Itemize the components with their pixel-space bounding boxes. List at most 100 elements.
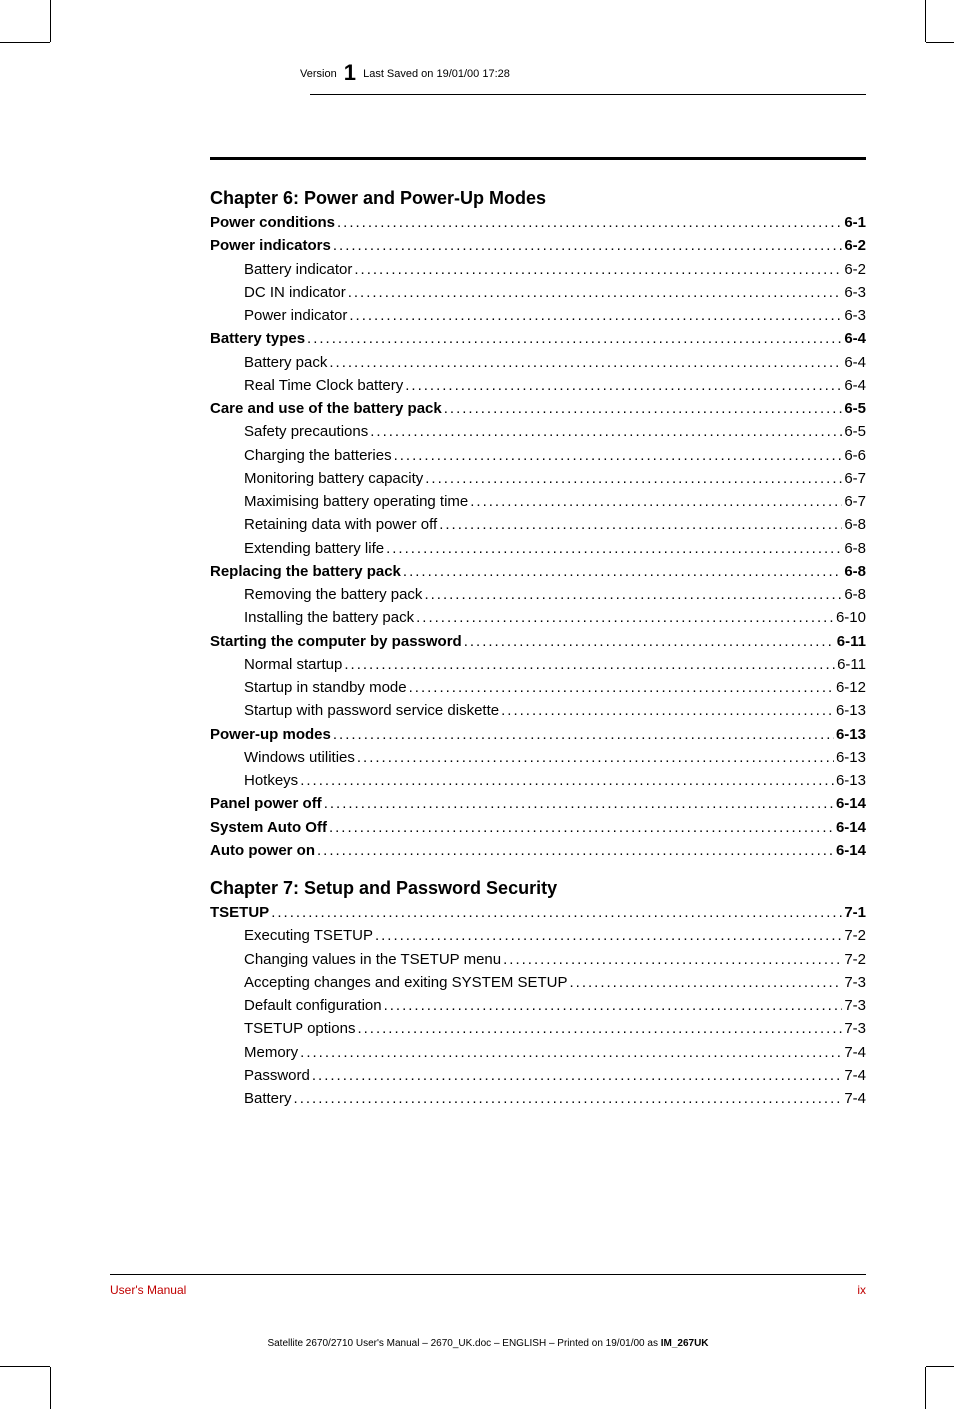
toc-leader-dots [271, 901, 842, 924]
imprint-text: Satellite 2670/2710 User's Manual – 2670… [267, 1338, 660, 1349]
page: Version 1 Last Saved on 19/01/00 17:28 C… [50, 42, 926, 1367]
toc-label: Battery indicator [210, 258, 352, 281]
toc-label: Windows utilities [210, 746, 355, 769]
toc-leader-dots [375, 924, 842, 947]
toc-row: Startup with password service diskette 6… [210, 699, 866, 722]
toc-page: 6-4 [844, 351, 866, 374]
toc-page: 6-4 [844, 327, 866, 350]
toc-page: 6-2 [844, 258, 866, 281]
toc-leader-dots [384, 994, 843, 1017]
toc-page: 6-6 [844, 444, 866, 467]
toc-label: Monitoring battery capacity [210, 467, 423, 490]
toc-page: 6-14 [836, 816, 866, 839]
toc-page: 6-8 [844, 560, 866, 583]
section-rule [210, 157, 866, 160]
toc-label: Memory [210, 1041, 298, 1064]
toc-page: 6-8 [844, 513, 866, 536]
toc-page: 6-8 [844, 583, 866, 606]
toc-row: Battery indicator 6-2 [210, 258, 866, 281]
toc-label: Power-up modes [210, 723, 331, 746]
toc-row: Starting the computer by password 6-11 [210, 630, 866, 653]
toc-leader-dots [439, 513, 842, 536]
toc-label: Power indicator [210, 304, 347, 327]
toc-label: Default configuration [210, 994, 382, 1017]
toc-row: Windows utilities 6-13 [210, 746, 866, 769]
toc-leader-dots [333, 234, 842, 257]
toc-row: Power conditions 6-1 [210, 211, 866, 234]
toc-row: Executing TSETUP 7-2 [210, 924, 866, 947]
toc-row: Startup in standby mode 6-12 [210, 676, 866, 699]
toc-leader-dots [333, 723, 834, 746]
toc-label: Installing the battery pack [210, 606, 414, 629]
toc-label: Removing the battery pack [210, 583, 422, 606]
header-version-number: 1 [344, 60, 356, 85]
toc-label: Maximising battery operating time [210, 490, 468, 513]
toc-leader-dots [307, 327, 842, 350]
toc-leader-dots [405, 374, 842, 397]
chapter7-entries: TSETUP 7-1Executing TSETUP 7-2Changing v… [210, 901, 866, 1110]
toc-row: Extending battery life 6-8 [210, 537, 866, 560]
toc-leader-dots [354, 258, 842, 281]
toc-row: Password 7-4 [210, 1064, 866, 1087]
toc-row: Battery pack 6-4 [210, 351, 866, 374]
footer-rule [110, 1274, 866, 1275]
toc-page: 6-3 [844, 281, 866, 304]
toc-label: Auto power on [210, 839, 315, 862]
toc-page: 7-4 [844, 1041, 866, 1064]
toc-row: Normal startup 6-11 [210, 653, 866, 676]
toc-row: Accepting changes and exiting SYSTEM SET… [210, 971, 866, 994]
toc-label: Battery types [210, 327, 305, 350]
toc-leader-dots [300, 769, 834, 792]
toc-page: 6-4 [844, 374, 866, 397]
header-saved-text: Last Saved on 19/01/00 17:28 [363, 68, 510, 80]
toc-label: Changing values in the TSETUP menu [210, 948, 501, 971]
toc-page: 6-7 [844, 490, 866, 513]
toc-leader-dots [349, 304, 842, 327]
toc-label: Replacing the battery pack [210, 560, 401, 583]
toc-page: 6-5 [844, 420, 866, 443]
toc-leader-dots [464, 630, 835, 653]
toc-leader-dots [444, 397, 843, 420]
toc-label: Real Time Clock battery [210, 374, 403, 397]
toc-row: Power indicators 6-2 [210, 234, 866, 257]
toc-row: Auto power on 6-14 [210, 839, 866, 862]
toc-leader-dots [348, 281, 843, 304]
toc-leader-dots [294, 1087, 843, 1110]
toc-row: Replacing the battery pack 6-8 [210, 560, 866, 583]
toc-label: Care and use of the battery pack [210, 397, 442, 420]
toc-leader-dots [409, 676, 834, 699]
toc-page: 6-10 [836, 606, 866, 629]
toc-row: Installing the battery pack 6-10 [210, 606, 866, 629]
toc-page: 6-13 [836, 723, 866, 746]
toc-leader-dots [357, 746, 834, 769]
toc-row: Care and use of the battery pack 6-5 [210, 397, 866, 420]
toc-row: Removing the battery pack 6-8 [210, 583, 866, 606]
toc-leader-dots [425, 467, 842, 490]
toc-page: 6-11 [837, 630, 866, 653]
toc-page: 7-3 [844, 994, 866, 1017]
footer-right: ix [857, 1283, 866, 1297]
toc-page: 6-13 [836, 746, 866, 769]
footer: User's Manual ix [110, 1283, 866, 1297]
toc-label: Panel power off [210, 792, 322, 815]
header-rule [310, 94, 866, 95]
toc-leader-dots [337, 211, 842, 234]
toc-leader-dots [344, 653, 835, 676]
toc-row: DC IN indicator 6-3 [210, 281, 866, 304]
toc-row: Power indicator 6-3 [210, 304, 866, 327]
toc-row: Hotkeys 6-13 [210, 769, 866, 792]
toc-page: 7-3 [844, 971, 866, 994]
toc-row: TSETUP 7-1 [210, 901, 866, 924]
toc-label: Startup in standby mode [210, 676, 407, 699]
chapter6-title: Chapter 6: Power and Power-Up Modes [210, 188, 866, 209]
toc-label: Battery pack [210, 351, 327, 374]
toc-row: Monitoring battery capacity 6-7 [210, 467, 866, 490]
toc-page: 6-12 [836, 676, 866, 699]
toc-label: Charging the batteries [210, 444, 392, 467]
toc-page: 6-3 [844, 304, 866, 327]
toc-label: Password [210, 1064, 310, 1087]
toc-label: Battery [210, 1087, 292, 1110]
toc-label: TSETUP [210, 901, 269, 924]
toc-leader-dots [324, 792, 834, 815]
imprint-code: IM_267UK [661, 1338, 709, 1349]
